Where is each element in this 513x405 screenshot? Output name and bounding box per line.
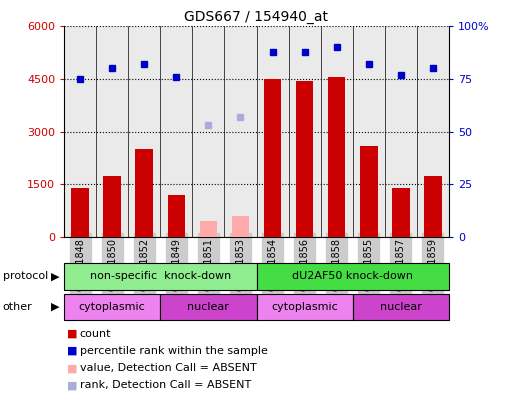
Bar xyxy=(288,26,321,237)
Text: percentile rank within the sample: percentile rank within the sample xyxy=(80,346,267,356)
Bar xyxy=(160,26,192,237)
Bar xyxy=(135,149,153,237)
Bar xyxy=(328,77,345,237)
Bar xyxy=(225,26,256,237)
Text: ▶: ▶ xyxy=(50,271,59,281)
Bar xyxy=(160,294,256,320)
Text: cytoplasmic: cytoplasmic xyxy=(79,302,146,312)
Bar xyxy=(385,26,417,237)
Text: nuclear: nuclear xyxy=(187,302,229,312)
Bar xyxy=(353,26,385,237)
Bar xyxy=(296,81,313,237)
Text: count: count xyxy=(80,329,111,339)
Text: value, Detection Call = ABSENT: value, Detection Call = ABSENT xyxy=(80,363,256,373)
Text: ■: ■ xyxy=(67,346,77,356)
Text: rank, Detection Call = ABSENT: rank, Detection Call = ABSENT xyxy=(80,380,251,390)
Bar xyxy=(232,216,249,237)
Text: ■: ■ xyxy=(67,363,77,373)
Bar xyxy=(192,26,225,237)
Text: ▶: ▶ xyxy=(50,302,59,312)
Text: protocol: protocol xyxy=(3,271,48,281)
Bar xyxy=(256,26,288,237)
Bar xyxy=(128,26,160,237)
Bar xyxy=(96,26,128,237)
Bar xyxy=(353,294,449,320)
Bar xyxy=(64,26,96,237)
Bar xyxy=(200,221,217,237)
Bar xyxy=(360,146,378,237)
Text: dU2AF50 knock-down: dU2AF50 knock-down xyxy=(292,271,413,281)
Bar xyxy=(168,195,185,237)
Text: non-specific  knock-down: non-specific knock-down xyxy=(90,271,231,281)
Bar xyxy=(392,188,409,237)
Bar xyxy=(104,175,121,237)
Bar xyxy=(256,263,449,290)
Text: ■: ■ xyxy=(67,380,77,390)
Bar xyxy=(71,188,89,237)
Bar xyxy=(264,79,281,237)
Text: nuclear: nuclear xyxy=(380,302,422,312)
Text: ■: ■ xyxy=(67,329,77,339)
Bar xyxy=(321,26,353,237)
Bar xyxy=(64,294,160,320)
Bar xyxy=(424,175,442,237)
Text: other: other xyxy=(3,302,32,312)
Bar xyxy=(417,26,449,237)
Title: GDS667 / 154940_at: GDS667 / 154940_at xyxy=(185,10,328,24)
Text: cytoplasmic: cytoplasmic xyxy=(271,302,338,312)
Bar xyxy=(256,294,353,320)
Bar xyxy=(64,263,256,290)
